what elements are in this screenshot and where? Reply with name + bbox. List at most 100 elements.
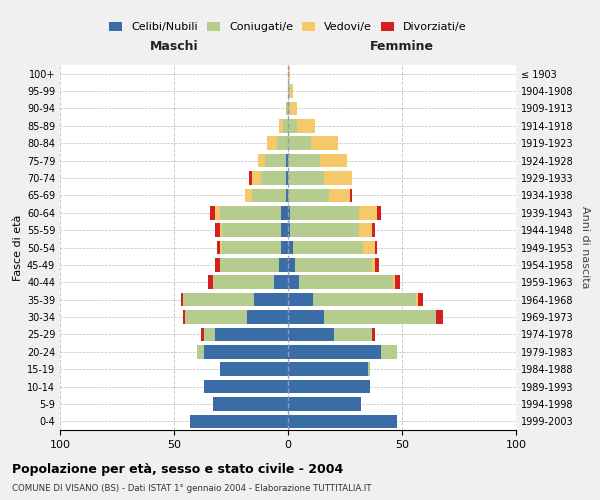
Bar bbox=[288, 102, 290, 115]
Bar bbox=[260, 171, 286, 185]
Bar bbox=[320, 154, 347, 168]
Bar bbox=[254, 293, 288, 306]
Bar bbox=[279, 119, 283, 132]
Bar bbox=[281, 224, 288, 237]
Bar bbox=[249, 171, 251, 185]
Bar bbox=[215, 224, 220, 237]
Text: Femmine: Femmine bbox=[370, 40, 434, 53]
Bar bbox=[374, 240, 377, 254]
Bar bbox=[373, 328, 374, 341]
Bar bbox=[288, 188, 329, 202]
Bar bbox=[215, 206, 220, 220]
Bar bbox=[288, 310, 325, 324]
Bar bbox=[325, 171, 352, 185]
Bar bbox=[313, 293, 416, 306]
Bar bbox=[373, 258, 374, 272]
Bar bbox=[247, 310, 288, 324]
Bar bbox=[183, 310, 185, 324]
Bar bbox=[181, 293, 183, 306]
Bar bbox=[288, 171, 325, 185]
Bar bbox=[274, 276, 288, 289]
Bar bbox=[222, 240, 281, 254]
Bar bbox=[283, 119, 288, 132]
Bar bbox=[203, 328, 215, 341]
Bar bbox=[277, 136, 288, 150]
Bar bbox=[288, 380, 370, 394]
Bar bbox=[350, 188, 352, 202]
Bar bbox=[213, 397, 288, 410]
Bar bbox=[286, 188, 288, 202]
Y-axis label: Fasce di età: Fasce di età bbox=[13, 214, 23, 280]
Bar bbox=[288, 84, 290, 98]
Bar bbox=[393, 276, 395, 289]
Bar bbox=[368, 362, 370, 376]
Bar bbox=[293, 240, 363, 254]
Bar bbox=[288, 328, 334, 341]
Y-axis label: Anni di nascita: Anni di nascita bbox=[580, 206, 590, 289]
Bar bbox=[288, 397, 361, 410]
Bar bbox=[281, 206, 288, 220]
Bar bbox=[213, 276, 274, 289]
Bar bbox=[245, 188, 251, 202]
Bar bbox=[220, 224, 222, 237]
Bar bbox=[288, 240, 293, 254]
Bar bbox=[215, 258, 220, 272]
Bar bbox=[217, 240, 220, 254]
Bar bbox=[220, 362, 288, 376]
Bar bbox=[259, 154, 265, 168]
Bar bbox=[281, 240, 288, 254]
Bar bbox=[288, 119, 297, 132]
Bar bbox=[359, 224, 373, 237]
Bar bbox=[288, 154, 320, 168]
Bar bbox=[288, 345, 382, 358]
Bar bbox=[288, 362, 368, 376]
Bar bbox=[395, 276, 400, 289]
Bar bbox=[416, 293, 418, 306]
Bar bbox=[373, 224, 374, 237]
Bar bbox=[290, 224, 359, 237]
Bar bbox=[183, 293, 254, 306]
Bar bbox=[290, 102, 297, 115]
Bar bbox=[203, 380, 288, 394]
Bar bbox=[220, 240, 222, 254]
Bar bbox=[363, 240, 374, 254]
Bar bbox=[288, 293, 313, 306]
Bar bbox=[436, 310, 443, 324]
Bar bbox=[220, 206, 281, 220]
Bar bbox=[297, 119, 316, 132]
Bar bbox=[288, 224, 290, 237]
Bar bbox=[288, 276, 299, 289]
Bar bbox=[290, 206, 359, 220]
Bar bbox=[377, 206, 382, 220]
Legend: Celibi/Nubili, Coniugati/e, Vedovi/e, Divorziati/e: Celibi/Nubili, Coniugati/e, Vedovi/e, Di… bbox=[107, 20, 469, 34]
Bar bbox=[334, 328, 373, 341]
Bar bbox=[288, 258, 295, 272]
Bar bbox=[279, 258, 288, 272]
Bar bbox=[286, 102, 288, 115]
Bar bbox=[220, 258, 279, 272]
Bar bbox=[185, 310, 247, 324]
Bar bbox=[208, 276, 213, 289]
Bar bbox=[418, 293, 422, 306]
Bar bbox=[382, 345, 397, 358]
Bar bbox=[268, 136, 277, 150]
Text: Popolazione per età, sesso e stato civile - 2004: Popolazione per età, sesso e stato civil… bbox=[12, 462, 343, 475]
Bar bbox=[325, 310, 436, 324]
Text: COMUNE DI VISANO (BS) - Dati ISTAT 1° gennaio 2004 - Elaborazione TUTTITALIA.IT: COMUNE DI VISANO (BS) - Dati ISTAT 1° ge… bbox=[12, 484, 371, 493]
Bar bbox=[299, 276, 393, 289]
Bar bbox=[290, 84, 293, 98]
Bar bbox=[222, 224, 281, 237]
Bar bbox=[197, 345, 203, 358]
Bar bbox=[286, 154, 288, 168]
Bar bbox=[202, 328, 203, 341]
Bar bbox=[374, 258, 379, 272]
Bar bbox=[311, 136, 338, 150]
Bar bbox=[215, 328, 288, 341]
Bar bbox=[288, 67, 290, 80]
Bar bbox=[265, 154, 286, 168]
Bar bbox=[288, 136, 311, 150]
Bar bbox=[288, 414, 397, 428]
Bar bbox=[211, 206, 215, 220]
Bar bbox=[203, 345, 288, 358]
Bar bbox=[288, 206, 290, 220]
